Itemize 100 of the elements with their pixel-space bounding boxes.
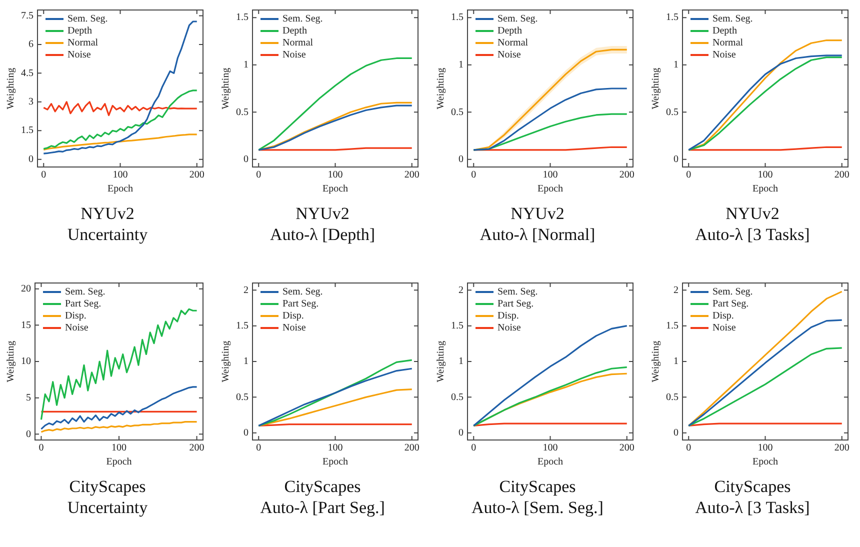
y-tick-label: 2 bbox=[673, 284, 678, 296]
y-axis-title: Weighting bbox=[5, 340, 16, 382]
legend-label: Normal bbox=[67, 38, 98, 49]
legend-label: Sem. Seg. bbox=[282, 286, 322, 298]
y-tick-label: 10 bbox=[20, 356, 30, 368]
y-tick-label: 0 bbox=[243, 154, 248, 166]
y-tick-label: 4.5 bbox=[20, 68, 33, 79]
y-tick-label: 0.5 bbox=[450, 106, 463, 118]
legend-label: Disp. bbox=[282, 310, 304, 322]
x-axis-title: Epoch bbox=[106, 456, 132, 468]
y-tick-label: 1.5 bbox=[666, 12, 678, 24]
y-tick-label: 0 bbox=[26, 428, 30, 440]
x-tick-label: 100 bbox=[542, 170, 558, 181]
legend-label: Normal bbox=[282, 38, 313, 49]
legend-label: Part Seg. bbox=[64, 298, 101, 310]
legend-label: Sem. Seg. bbox=[497, 286, 538, 298]
legend-label: Depth bbox=[712, 26, 736, 37]
text: Auto-λ [Normal] bbox=[480, 224, 596, 245]
x-tick-label: 100 bbox=[327, 442, 342, 454]
legend-label: Part Seg. bbox=[497, 298, 534, 310]
y-tick-label: 0 bbox=[673, 427, 678, 438]
x-tick-label: 100 bbox=[542, 442, 558, 454]
y-tick-label: 5 bbox=[26, 392, 30, 404]
x-tick-label: 0 bbox=[40, 170, 46, 181]
y-tick-label: 0 bbox=[458, 154, 463, 166]
x-tick-label: 100 bbox=[111, 442, 126, 454]
x-tick-label: 200 bbox=[618, 170, 634, 181]
text: CityScapes bbox=[284, 476, 361, 497]
y-tick-label: 1 bbox=[458, 59, 463, 70]
text: Uncertainty bbox=[67, 224, 148, 245]
x-tick-label: 0 bbox=[470, 170, 476, 181]
x-tick-label: 100 bbox=[757, 442, 772, 454]
x-tick-label: 100 bbox=[112, 170, 128, 181]
y-tick-label: 2 bbox=[243, 284, 248, 296]
y-tick-label: 3 bbox=[28, 96, 33, 108]
x-axis-title: Epoch bbox=[536, 456, 563, 468]
x-tick-label: 200 bbox=[404, 442, 419, 454]
legend-label: Noise bbox=[282, 322, 306, 334]
y-tick-label: 0 bbox=[458, 427, 463, 438]
x-tick-label: 0 bbox=[256, 170, 261, 181]
x-axis-title: Epoch bbox=[106, 184, 133, 195]
legend-label: Disp. bbox=[497, 310, 518, 322]
x-tick-label: 100 bbox=[327, 170, 342, 181]
y-axis-title: Weighting bbox=[650, 68, 662, 110]
x-tick-label: 0 bbox=[470, 442, 476, 454]
legend-label: Noise bbox=[712, 50, 736, 61]
y-tick-label: 2 bbox=[458, 284, 463, 296]
y-axis-title: Weighting bbox=[435, 340, 446, 382]
legend-label: Sem. Seg. bbox=[497, 14, 538, 25]
legend-label: Noise bbox=[497, 322, 521, 334]
y-tick-label: 15 bbox=[20, 320, 30, 331]
x-tick-label: 200 bbox=[188, 442, 204, 454]
x-tick-label: 200 bbox=[834, 170, 849, 181]
x-tick-label: 200 bbox=[188, 170, 204, 181]
y-tick-label: 1.5 bbox=[450, 320, 463, 332]
legend-label: Noise bbox=[497, 50, 521, 61]
legend-label: Part Seg. bbox=[282, 298, 318, 310]
text: CityScapes bbox=[714, 476, 791, 497]
text: CityScapes bbox=[69, 476, 146, 497]
x-axis-title: Epoch bbox=[322, 456, 348, 468]
y-tick-label: 1.5 bbox=[236, 320, 248, 332]
y-tick-label: 0 bbox=[243, 427, 248, 438]
y-tick-label: 1.5 bbox=[20, 125, 33, 136]
y-tick-label: 0 bbox=[673, 154, 678, 166]
y-tick-label: 1 bbox=[458, 356, 463, 368]
legend-label: Noise bbox=[67, 50, 91, 61]
y-axis-title: Weighting bbox=[435, 68, 446, 110]
y-tick-label: 1.5 bbox=[666, 320, 678, 332]
x-tick-label: 0 bbox=[686, 170, 691, 181]
y-tick-label: 1 bbox=[243, 356, 248, 368]
y-tick-label: 0.5 bbox=[666, 392, 678, 403]
text: NYUv2 bbox=[80, 203, 134, 224]
y-tick-label: 0.5 bbox=[450, 392, 463, 403]
legend-label: Normal bbox=[497, 38, 528, 49]
text: Auto-λ [Part Seg.] bbox=[260, 497, 385, 518]
y-tick-label: 0.5 bbox=[236, 392, 248, 403]
legend-label: Noise bbox=[282, 50, 306, 61]
x-axis-title: Epoch bbox=[752, 184, 778, 195]
text: CityScapes bbox=[499, 476, 576, 497]
text: Auto-λ [Sem. Seg.] bbox=[472, 497, 604, 518]
x-tick-label: 0 bbox=[38, 442, 44, 454]
legend-label: Disp. bbox=[64, 310, 86, 322]
legend-label: Depth bbox=[497, 26, 522, 37]
y-axis-title: Weighting bbox=[220, 68, 232, 110]
x-tick-label: 200 bbox=[404, 170, 419, 181]
legend-label: Depth bbox=[282, 26, 306, 37]
y-tick-label: 20 bbox=[20, 283, 30, 294]
y-tick-label: 1 bbox=[243, 59, 248, 70]
legend-label: Sem. Seg. bbox=[282, 14, 322, 25]
legend-label: Normal bbox=[712, 38, 743, 49]
text: Auto-λ [3 Tasks] bbox=[695, 224, 810, 245]
x-tick-label: 200 bbox=[834, 442, 849, 454]
text: Auto-λ [3 Tasks] bbox=[695, 497, 810, 518]
legend-label: Part Seg. bbox=[712, 298, 748, 310]
text: Uncertainty bbox=[67, 497, 148, 518]
x-tick-label: 200 bbox=[618, 442, 634, 454]
text: NYUv2 bbox=[510, 203, 564, 224]
legend-label: Depth bbox=[67, 26, 92, 37]
y-tick-label: 1 bbox=[673, 356, 678, 368]
legend-label: Sem. Seg. bbox=[64, 286, 105, 298]
